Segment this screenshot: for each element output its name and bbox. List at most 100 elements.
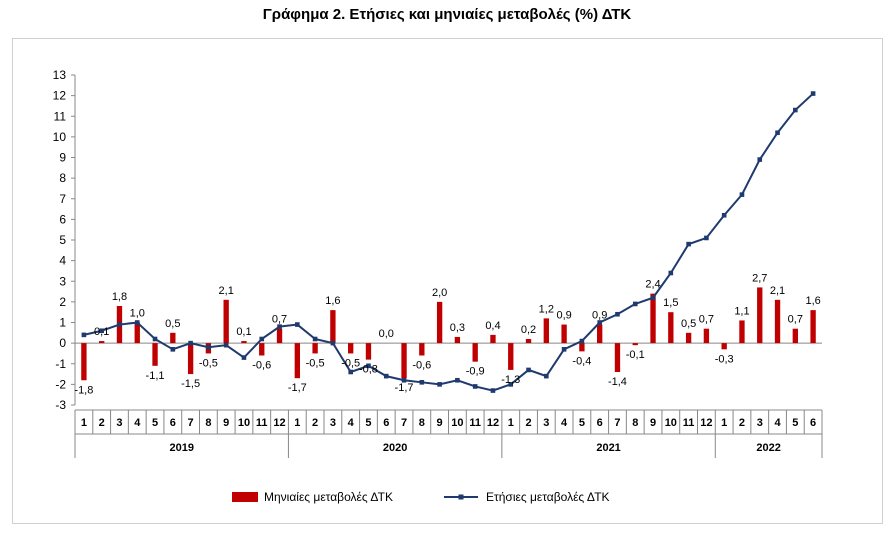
bar-data-label: -1,5 — [181, 378, 200, 390]
monthly-bar — [757, 287, 763, 344]
month-label: 5 — [152, 417, 158, 429]
bar-data-label: 2,0 — [432, 287, 447, 299]
month-label: 8 — [632, 417, 638, 429]
monthly-bar — [401, 343, 407, 379]
bar-data-label: -1,7 — [395, 382, 414, 394]
month-label: 1 — [721, 417, 727, 429]
y-tick-label: 10 — [53, 130, 67, 144]
bar-data-label: 0,5 — [681, 318, 696, 330]
y-tick-label: 0 — [59, 336, 66, 350]
annual-point — [383, 373, 389, 379]
legend-line-marker — [458, 494, 464, 500]
annual-point — [579, 338, 585, 344]
month-label: 3 — [543, 417, 549, 429]
bar-data-label: 0,7 — [699, 314, 714, 326]
annual-point — [223, 342, 229, 348]
annual-point — [366, 363, 371, 369]
monthly-bar — [259, 343, 265, 356]
y-tick-label: 4 — [59, 254, 66, 268]
month-label: 2 — [739, 417, 745, 429]
year-label: 2022 — [756, 442, 780, 454]
monthly-bar — [330, 310, 336, 344]
bar-data-label: 0,1 — [94, 326, 109, 338]
monthly-bar — [525, 339, 532, 344]
month-label: 9 — [223, 417, 229, 429]
bar-data-label: 1,6 — [325, 295, 340, 307]
monthly-bar — [312, 343, 318, 354]
monthly-bar — [454, 336, 461, 344]
month-label: 1 — [508, 417, 514, 429]
month-label: 6 — [597, 417, 603, 429]
annual-point — [295, 322, 300, 327]
monthly-bar — [508, 343, 514, 370]
month-label: 2 — [312, 417, 318, 429]
month-label: 1 — [294, 417, 300, 429]
bar-data-label: 2,1 — [770, 285, 785, 297]
annual-point — [544, 373, 549, 379]
bar-data-label: 1,2 — [539, 303, 554, 315]
month-label: 8 — [419, 417, 425, 429]
month-label: 3 — [116, 417, 122, 429]
annual-point — [668, 270, 674, 276]
month-label: 12 — [487, 417, 499, 429]
month-label: 4 — [561, 417, 568, 429]
month-label: 4 — [134, 417, 141, 429]
bar-data-label: -0,4 — [572, 355, 591, 367]
y-tick-label: 5 — [59, 233, 66, 247]
legend-line-label: Ετήσιες μεταβολές ΔΤΚ — [486, 490, 610, 504]
chart-frame — [12, 38, 883, 524]
annual-point — [632, 301, 638, 307]
month-label: 10 — [451, 417, 463, 429]
y-tick-label: 2 — [59, 295, 66, 309]
month-label: 12 — [700, 417, 712, 429]
month-label: 6 — [383, 417, 389, 429]
annual-point — [259, 336, 265, 342]
monthly-bar — [241, 341, 247, 344]
annual-point — [437, 382, 442, 387]
month-label: 5 — [365, 417, 371, 429]
monthly-bar — [614, 343, 621, 372]
annual-point — [206, 344, 211, 350]
annual-point — [810, 91, 816, 96]
annual-point — [170, 347, 176, 352]
monthly-bar — [276, 328, 283, 344]
bar-data-label: 2,1 — [219, 285, 234, 297]
annual-point — [81, 332, 87, 338]
annual-point — [561, 347, 567, 352]
bar-data-label: -1,4 — [608, 376, 627, 388]
annual-point — [650, 295, 656, 301]
month-label: 2 — [525, 417, 531, 429]
y-tick-label: 8 — [59, 171, 66, 185]
monthly-bar — [472, 343, 478, 362]
bar-data-label: 0,2 — [521, 324, 536, 336]
y-tick-label: 12 — [53, 89, 67, 103]
monthly-bar — [703, 328, 710, 344]
monthly-bar — [650, 293, 656, 344]
annual-point — [312, 336, 318, 342]
bar-data-label: -0,5 — [341, 357, 360, 369]
y-tick-label: 7 — [59, 192, 66, 206]
month-label: 10 — [238, 417, 250, 429]
monthly-bar — [579, 343, 585, 352]
month-label: 4 — [348, 417, 355, 429]
month-label: 11 — [469, 417, 481, 429]
annual-point — [188, 340, 193, 346]
monthly-bar — [543, 318, 549, 344]
annual-point — [686, 241, 691, 247]
monthly-bar — [294, 343, 300, 379]
monthly-bar — [419, 343, 425, 356]
monthly-bar — [810, 310, 816, 344]
annual-point — [330, 340, 336, 346]
month-label: 7 — [188, 417, 194, 429]
annual-point — [455, 377, 460, 383]
bar-data-label: -0,5 — [199, 357, 218, 369]
bar-data-label: 0,4 — [485, 320, 500, 332]
bar-data-label: -0,1 — [626, 349, 645, 361]
bar-data-label: 0,7 — [272, 314, 287, 326]
annual-point — [277, 324, 282, 329]
annual-point — [134, 320, 140, 325]
month-label: 9 — [650, 417, 656, 429]
bar-data-label: -0,8 — [359, 364, 378, 376]
bar-data-label: 2,4 — [645, 279, 660, 291]
